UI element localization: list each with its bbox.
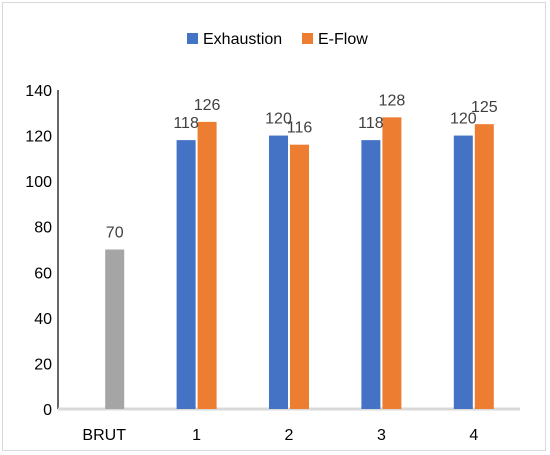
legend: Exhaustion E-Flow: [187, 31, 368, 48]
legend-swatch-exhaustion: [187, 33, 198, 44]
data-label-e-flow: 128: [379, 92, 406, 109]
chart-border: [2, 2, 546, 451]
y-tick-label: 100: [25, 174, 52, 191]
data-label-exhaustion: 118: [173, 115, 199, 132]
bar-exhaustion: [453, 135, 473, 410]
data-label-e-flow: 126: [194, 97, 221, 114]
bar-e-flow: [290, 144, 309, 409]
bar-brut: [105, 249, 125, 409]
data-labels: 70 118 120 118 120 126 116 128 125: [106, 92, 498, 241]
data-label-exhaustion: 118: [358, 115, 384, 132]
y-tick-label: 60: [34, 265, 52, 282]
axes: 0 20 40 60 80 100 120 140 BRUT 1 2 3 4: [25, 83, 520, 444]
bar-e-flow: [197, 121, 217, 410]
data-label-e-flow: 125: [471, 99, 498, 116]
data-label-e-flow: 116: [287, 120, 313, 137]
x-tick-label: 3: [377, 427, 386, 444]
y-tick-label: 140: [25, 83, 52, 100]
legend-swatch-e-flow: [302, 33, 313, 44]
data-label-exhaustion: 120: [450, 111, 477, 128]
bar-exhaustion: [269, 135, 288, 410]
bar-e-flow: [474, 124, 494, 409]
x-tick-label: 1: [192, 427, 201, 444]
y-tick-label: 120: [25, 129, 52, 146]
x-tick-label: BRUT: [82, 427, 126, 444]
data-label-brut: 70: [106, 225, 124, 242]
legend-label-exhaustion: Exhaustion: [203, 31, 282, 48]
bars: [105, 117, 494, 410]
data-label-exhaustion: 120: [265, 111, 292, 128]
legend-label-e-flow: E-Flow: [318, 31, 368, 48]
y-tick-label: 0: [43, 402, 52, 419]
y-tick-label: 80: [34, 220, 52, 237]
y-tick-label: 40: [34, 311, 52, 328]
bar-exhaustion: [361, 140, 381, 409]
bar-exhaustion: [176, 140, 196, 409]
x-tick-label: 2: [285, 427, 294, 444]
x-tick-label: 4: [469, 427, 478, 444]
bar-e-flow: [382, 117, 402, 409]
y-tick-label: 20: [34, 356, 52, 373]
